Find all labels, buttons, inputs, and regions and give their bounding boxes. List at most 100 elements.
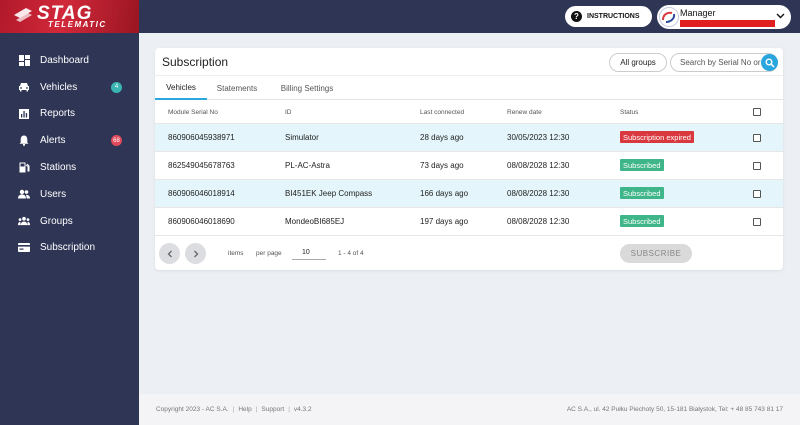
support-link[interactable]: Support bbox=[261, 406, 285, 413]
search-icon bbox=[765, 58, 775, 68]
serial-cell: 860906045938971 bbox=[168, 133, 235, 142]
prev-page-button[interactable] bbox=[159, 243, 180, 264]
last-connected-cell: 73 days ago bbox=[420, 161, 464, 170]
per-page-label: per page bbox=[256, 250, 282, 257]
tab-statements[interactable]: Statements bbox=[216, 83, 258, 93]
column-header-status[interactable]: Status bbox=[620, 109, 639, 116]
sidebar-item-subscription[interactable]: Subscription bbox=[0, 235, 139, 262]
last-connected-cell: 166 days ago bbox=[420, 189, 469, 198]
footer-links: Copyright 2023 - AC S.A. | Help | Support | v4… bbox=[156, 406, 312, 413]
sidebar-item-alerts[interactable]: Alerts 68 bbox=[0, 127, 139, 154]
table-row[interactable]: 860906045938971 Simulator 28 days ago 30… bbox=[155, 123, 783, 151]
id-cell: BI451EK Jeep Compass bbox=[285, 189, 373, 198]
chart-icon bbox=[18, 108, 30, 120]
items-label: items bbox=[228, 250, 244, 257]
id-cell: PL-AC-Astra bbox=[285, 161, 330, 170]
sidebar-item-label: Reports bbox=[40, 108, 76, 120]
status-badge: Subscribed bbox=[620, 215, 664, 227]
search-button[interactable] bbox=[761, 54, 778, 71]
car-icon bbox=[18, 81, 30, 93]
table-row[interactable]: 860906046018914 BI451EK Jeep Compass 166… bbox=[155, 179, 783, 207]
last-connected-cell: 28 days ago bbox=[420, 133, 464, 142]
table-row[interactable]: 862549045678763 PL-AC-Astra 73 days ago … bbox=[155, 151, 783, 179]
card-icon bbox=[18, 242, 30, 254]
version-text: v4.3.2 bbox=[293, 406, 312, 413]
help-icon: ? bbox=[571, 11, 582, 22]
renew-date-cell: 08/08/2028 12:30 bbox=[507, 161, 570, 170]
sidebar-item-stations[interactable]: Stations bbox=[0, 154, 139, 181]
dashboard-icon bbox=[18, 54, 30, 66]
select-all-checkbox[interactable] bbox=[753, 108, 761, 116]
id-cell: MondeoBI685EJ bbox=[285, 217, 345, 226]
gas-station-icon bbox=[18, 162, 30, 174]
renew-date-cell: 30/05/2023 12:30 bbox=[507, 133, 570, 142]
status-badge: Subscription expired bbox=[620, 131, 694, 143]
page-footer: Copyright 2023 - AC S.A. | Help | Support | v4… bbox=[139, 394, 800, 425]
table-header: Module Serial No ID Last connected Renew… bbox=[155, 101, 783, 123]
serial-cell: 860906046018690 bbox=[168, 217, 235, 226]
help-link[interactable]: Help bbox=[238, 406, 252, 413]
sidebar-item-label: Users bbox=[40, 188, 67, 200]
user-menu-button[interactable]: Manager bbox=[657, 5, 791, 29]
subscribe-button[interactable]: SUBSCRIBE bbox=[620, 244, 692, 263]
stag-telematic-logo[interactable]: STAG TELEMATIC bbox=[0, 0, 139, 33]
chevron-left-icon bbox=[167, 250, 172, 257]
sidebar-item-reports[interactable]: Reports bbox=[0, 101, 139, 128]
sidebar-item-label: Alerts bbox=[40, 135, 66, 147]
sidebar-item-label: Vehicles bbox=[40, 81, 78, 93]
column-header-serial[interactable]: Module Serial No bbox=[168, 109, 218, 116]
row-checkbox[interactable] bbox=[753, 134, 761, 142]
sidebar-item-dashboard[interactable]: Dashboard bbox=[0, 47, 139, 74]
row-checkbox[interactable] bbox=[753, 190, 761, 198]
page-range: 1 - 4 of 4 bbox=[338, 250, 364, 257]
renew-date-cell: 08/08/2028 12:30 bbox=[507, 189, 570, 198]
redacted-username bbox=[680, 20, 775, 27]
group-filter-button[interactable]: All groups bbox=[609, 53, 667, 72]
sidebar-item-label: Stations bbox=[40, 162, 77, 174]
chevron-down-icon bbox=[776, 11, 785, 21]
tab-bar: Vehicles Statements Billing Settings bbox=[155, 75, 783, 100]
chevron-right-icon bbox=[193, 250, 198, 257]
sidebar-item-label: Groups bbox=[40, 215, 73, 227]
column-header-renew-date[interactable]: Renew date bbox=[507, 109, 542, 116]
brand-name: STAG bbox=[37, 3, 93, 24]
company-address: AC S.A., ul. 42 Pułku Piechoty 50, 15-18… bbox=[566, 406, 783, 413]
tab-vehicles[interactable]: Vehicles bbox=[155, 76, 207, 100]
sidebar: STAG TELEMATIC Dashboard Vehicles 4 Repo… bbox=[0, 0, 139, 425]
sidebar-item-users[interactable]: Users bbox=[0, 181, 139, 208]
sidebar-item-label: Dashboard bbox=[40, 54, 89, 66]
instructions-label: INSTRUCTIONS bbox=[587, 13, 640, 20]
per-page-input[interactable]: 10 bbox=[292, 245, 326, 260]
tab-billing-settings[interactable]: Billing Settings bbox=[280, 83, 334, 93]
avatar bbox=[659, 7, 679, 27]
bell-icon bbox=[18, 135, 30, 147]
subscription-card: Subscription All groups Search by Serial… bbox=[155, 48, 783, 270]
status-badge: Subscribed bbox=[620, 187, 664, 199]
serial-cell: 860906046018914 bbox=[168, 189, 235, 198]
user-role: Manager bbox=[680, 8, 716, 18]
instructions-button[interactable]: ? INSTRUCTIONS bbox=[565, 6, 652, 27]
row-checkbox[interactable] bbox=[753, 218, 761, 226]
serial-cell: 862549045678763 bbox=[168, 161, 235, 170]
page-title: Subscription bbox=[162, 55, 229, 69]
alerts-count-badge: 68 bbox=[111, 135, 122, 147]
id-cell: Simulator bbox=[285, 133, 319, 142]
sidebar-nav: Dashboard Vehicles 4 Reports Alerts 68 bbox=[0, 47, 139, 261]
renew-date-cell: 08/08/2028 12:30 bbox=[507, 217, 570, 226]
column-header-id[interactable]: ID bbox=[285, 109, 292, 116]
status-badge: Subscribed bbox=[620, 159, 664, 171]
table-row[interactable]: 860906046018690 MondeoBI685EJ 197 days a… bbox=[155, 207, 783, 235]
ac-logo-icon bbox=[662, 11, 676, 23]
column-header-last-connected[interactable]: Last connected bbox=[420, 109, 465, 116]
brand-tagline: TELEMATIC bbox=[48, 20, 107, 29]
last-connected-cell: 197 days ago bbox=[420, 217, 469, 226]
sidebar-item-vehicles[interactable]: Vehicles 4 bbox=[0, 74, 139, 101]
next-page-button[interactable] bbox=[185, 243, 206, 264]
copyright-text: Copyright 2023 - AC S.A. bbox=[156, 406, 229, 413]
sidebar-item-groups[interactable]: Groups bbox=[0, 208, 139, 235]
row-checkbox[interactable] bbox=[753, 162, 761, 170]
groups-icon bbox=[18, 215, 30, 227]
sidebar-item-label: Subscription bbox=[40, 242, 96, 254]
pagination-bar: items per page 10 1 - 4 of 4 SUBSCRIBE bbox=[155, 235, 783, 270]
users-icon bbox=[18, 188, 30, 200]
